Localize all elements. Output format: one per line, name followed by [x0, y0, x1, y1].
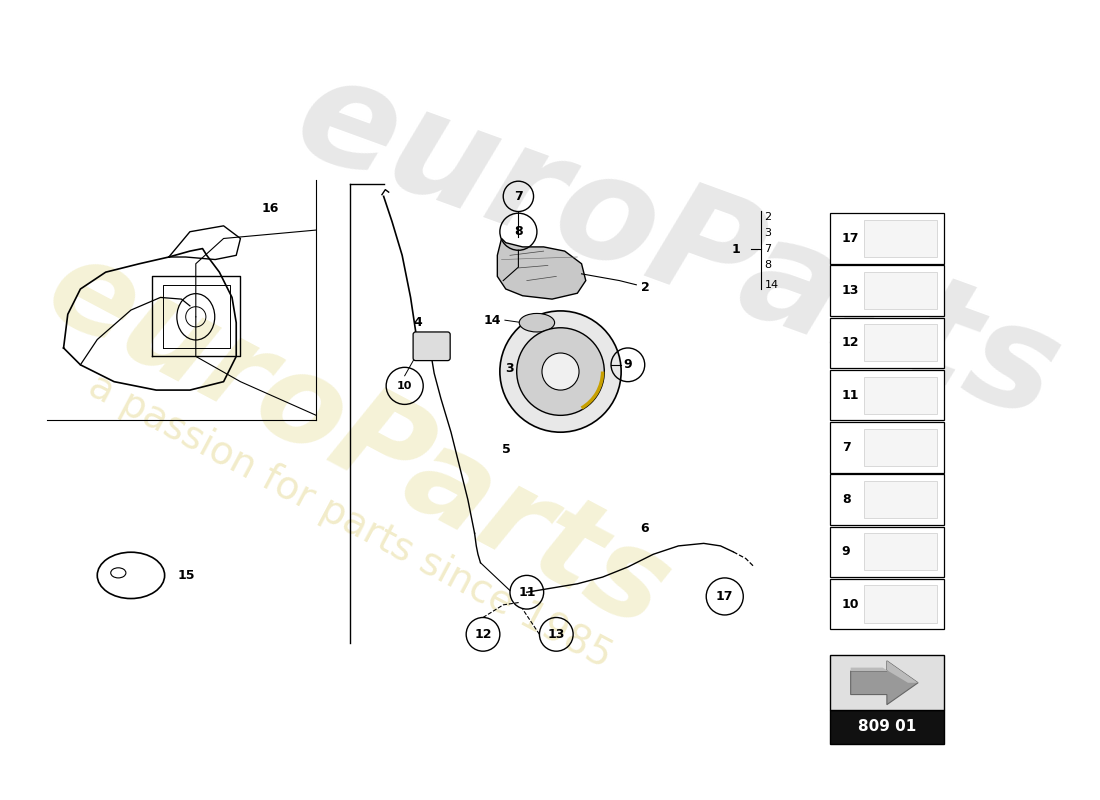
Text: 13: 13: [548, 628, 565, 641]
Bar: [864, 377, 937, 414]
Bar: [830, 526, 944, 577]
Text: 4: 4: [412, 316, 421, 330]
Text: 12: 12: [474, 628, 492, 641]
Text: 2: 2: [640, 281, 649, 294]
Bar: [864, 220, 937, 257]
Text: 1: 1: [732, 243, 740, 256]
Text: 7: 7: [514, 190, 522, 203]
Bar: [830, 214, 944, 264]
Bar: [830, 370, 944, 421]
Text: 5: 5: [502, 442, 510, 455]
Text: 3: 3: [506, 362, 514, 374]
Text: 13: 13: [842, 284, 859, 297]
Text: 10: 10: [397, 381, 412, 391]
Text: 8: 8: [842, 493, 850, 506]
Polygon shape: [850, 661, 918, 682]
Bar: [830, 474, 944, 525]
Bar: [864, 481, 937, 518]
Circle shape: [542, 353, 579, 390]
Text: 16: 16: [261, 202, 278, 215]
Text: 11: 11: [518, 586, 536, 598]
FancyBboxPatch shape: [414, 332, 450, 361]
Text: 14: 14: [484, 314, 502, 326]
Text: 11: 11: [842, 389, 859, 402]
Bar: [830, 655, 944, 710]
Bar: [864, 324, 937, 362]
Bar: [864, 429, 937, 466]
Circle shape: [517, 328, 604, 415]
Bar: [864, 586, 937, 622]
Text: euroParts: euroParts: [278, 44, 1078, 450]
Circle shape: [499, 311, 622, 432]
Text: 12: 12: [842, 337, 859, 350]
Polygon shape: [850, 661, 918, 705]
Text: 8: 8: [514, 226, 522, 238]
Text: a passion for parts since 1985: a passion for parts since 1985: [81, 366, 618, 675]
Text: 2: 2: [764, 213, 771, 222]
Bar: [830, 266, 944, 316]
Text: 809 01: 809 01: [858, 719, 916, 734]
Text: 6: 6: [640, 522, 649, 535]
Text: 10: 10: [842, 598, 859, 610]
Text: 7: 7: [764, 245, 771, 254]
Polygon shape: [497, 238, 586, 299]
Text: 14: 14: [764, 280, 779, 290]
Text: 8: 8: [764, 261, 771, 270]
Text: 9: 9: [842, 546, 850, 558]
Bar: [830, 318, 944, 368]
Bar: [864, 534, 937, 570]
Text: 17: 17: [842, 232, 859, 245]
Text: 9: 9: [624, 358, 632, 371]
Text: 7: 7: [842, 441, 850, 454]
Bar: [830, 710, 944, 744]
Bar: [830, 578, 944, 630]
Text: euroParts: euroParts: [28, 226, 690, 655]
Text: 17: 17: [716, 590, 734, 603]
Bar: [830, 422, 944, 473]
Text: 3: 3: [764, 229, 771, 238]
Text: 15: 15: [177, 569, 195, 582]
Ellipse shape: [519, 314, 554, 332]
Bar: [864, 272, 937, 310]
